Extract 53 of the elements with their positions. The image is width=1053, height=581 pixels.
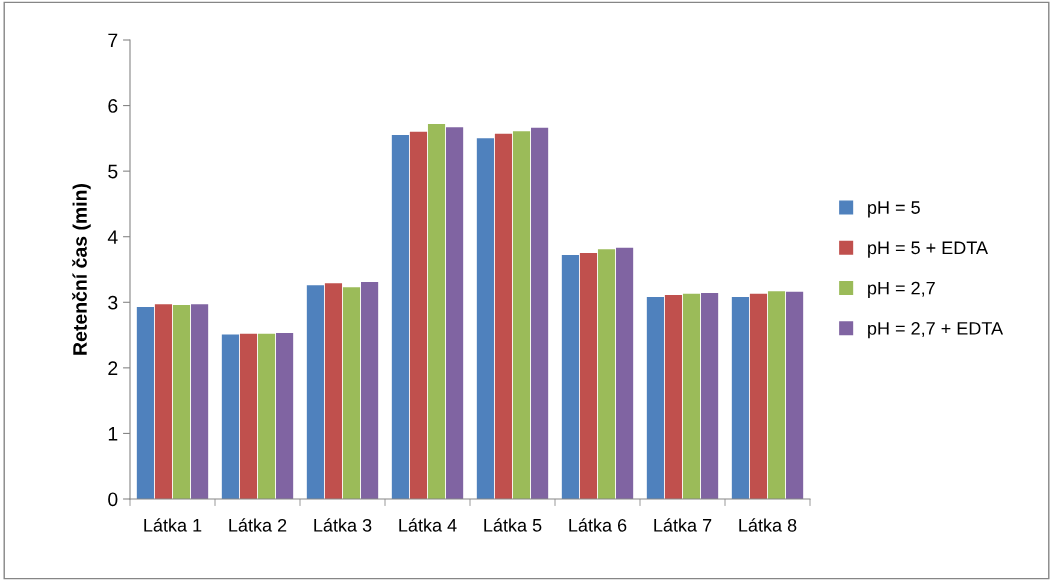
bar (221, 334, 239, 499)
bar (324, 283, 343, 499)
bar (682, 293, 701, 499)
legend-label: pH = 5 (868, 201, 920, 218)
y-tick-label: 0 (108, 492, 118, 507)
bar (476, 138, 494, 499)
bar (136, 306, 154, 499)
legend-label: pH = 2,7 (868, 281, 935, 299)
y-tick-label: 2 (108, 361, 118, 375)
y-tick-label: 6 (108, 99, 118, 113)
bar (731, 297, 749, 499)
bar (749, 293, 768, 499)
bar (342, 287, 361, 499)
y-tick-label: 5 (108, 164, 118, 179)
bar (597, 249, 616, 499)
bar (427, 123, 446, 499)
x-tick-label: Látka 3 (314, 518, 372, 532)
bar (257, 333, 276, 499)
y-axis-title: Retenční čas (min) (72, 184, 91, 355)
bar (306, 285, 324, 499)
bar (767, 291, 786, 499)
bar (701, 293, 719, 499)
bar (561, 255, 579, 499)
x-tick-label: Látka 2 (229, 518, 287, 532)
x-tick-label: Látka 7 (654, 518, 712, 532)
legend-label: pH = 5 + EDTA (868, 241, 988, 258)
y-tick-label: 7 (108, 33, 118, 48)
y-tick-label: 1 (108, 427, 118, 441)
bar (276, 333, 294, 499)
bar (579, 253, 598, 499)
x-tick-label: Látka 5 (484, 518, 542, 532)
bar (361, 281, 379, 499)
bar (409, 131, 428, 499)
bar (664, 295, 683, 499)
x-tick-label: Látka 4 (399, 518, 457, 532)
bar (531, 127, 549, 499)
bar (172, 304, 191, 499)
y-tick-label: 4 (107, 230, 118, 244)
y-tick-label: 3 (108, 295, 118, 310)
x-tick-label: Látka 1 (144, 518, 202, 532)
bar (646, 297, 664, 499)
bar (494, 133, 513, 499)
bar (154, 304, 173, 499)
bar (391, 135, 409, 499)
legend-label: pH = 2,7 + EDTA (868, 322, 1004, 339)
bar (239, 333, 258, 499)
bar (446, 127, 464, 499)
x-tick-label: Látka 8 (739, 518, 797, 532)
bar (512, 131, 531, 499)
x-tick-label: Látka 6 (569, 518, 627, 532)
bar (786, 291, 804, 499)
bar (191, 304, 209, 499)
bar (616, 247, 634, 499)
